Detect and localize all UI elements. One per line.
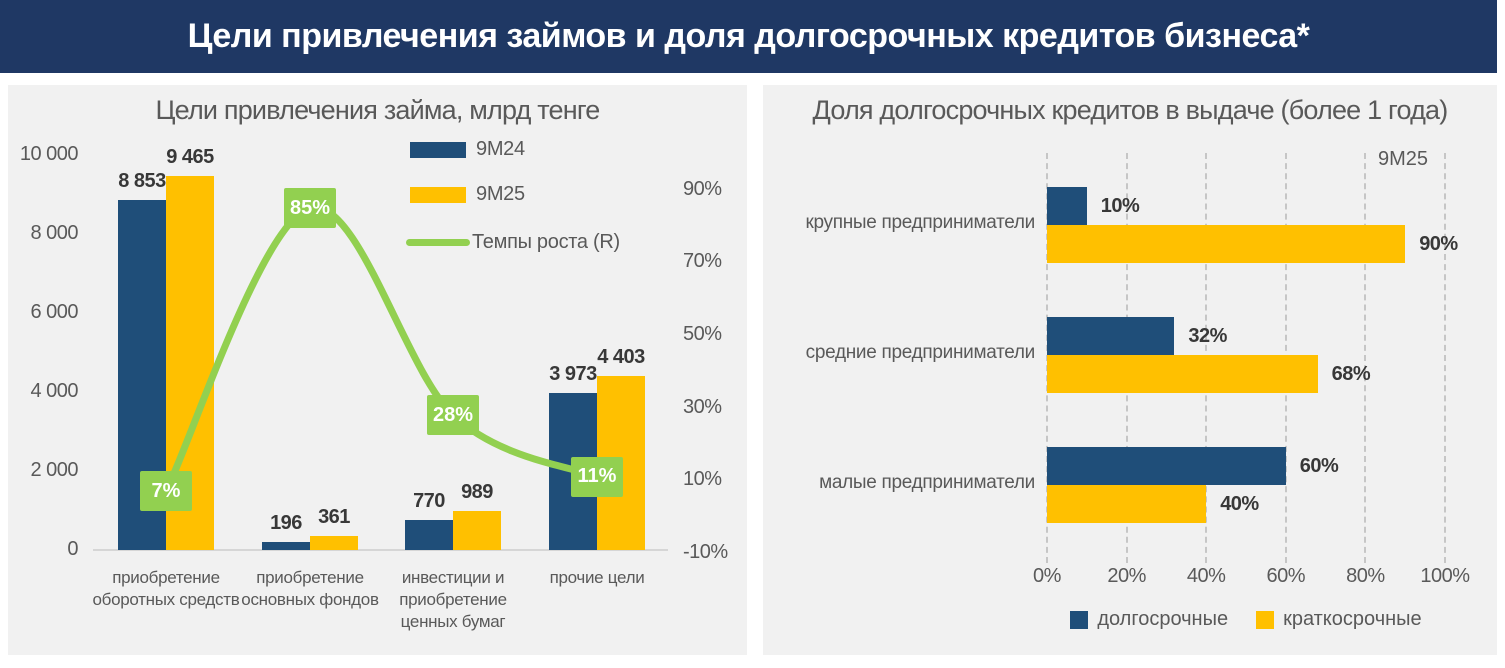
legend-label-long-term: долгосрочные <box>1097 608 1229 630</box>
y-left-tick: 10 000 <box>19 143 79 165</box>
growth-rate-line <box>162 204 601 495</box>
right-chart-title: Доля долгосрочных кредитов в выдаче (бол… <box>812 95 1449 125</box>
percent-label-long-term-0: 10% <box>1100 195 1140 217</box>
y-left-tick: 8 000 <box>30 222 78 244</box>
legend-label-short-term: краткосрочные <box>1283 608 1422 630</box>
legend-item-growth-rate: Темпы роста (R) <box>406 231 620 254</box>
category-label-0: приобретение оборотных средств <box>92 568 240 610</box>
legend-swatch-9m25 <box>410 186 466 203</box>
x-tick-0%: 0% <box>1033 565 1061 587</box>
legend-item-9m25: 9M25 <box>410 183 525 206</box>
y-right-tick: 70% <box>683 250 722 272</box>
bar-long-term-2 <box>1047 447 1286 485</box>
value-label-9m25-3: 4 403 <box>597 346 645 369</box>
header-bar: Цели привлечения займов и доля долгосроч… <box>0 0 1497 73</box>
category-label-1: приобретение основных фондов <box>241 568 379 610</box>
category-label-3: прочие цели <box>549 568 645 587</box>
y-left-tick: 6 000 <box>30 301 78 323</box>
value-label-9m24-2: 770 <box>413 489 445 512</box>
legend-swatch-short-term <box>1256 610 1275 629</box>
page-title: Цели привлечения займов и доля долгосроч… <box>187 17 1310 55</box>
bar-9m24-1 <box>262 542 310 550</box>
legend-item-long-term: долгосрочные <box>1070 608 1228 631</box>
y-left-tick: 2 000 <box>30 459 78 481</box>
y-left-tick: 0 <box>67 538 78 560</box>
bar-short-term-0 <box>1047 225 1406 263</box>
bar-9m25-2 <box>453 510 501 550</box>
bar-short-term-1 <box>1047 355 1318 393</box>
value-label-9m24-1: 196 <box>270 512 302 535</box>
x-axis-baseline <box>93 549 668 551</box>
growth-rate-label-0: 7% <box>140 471 192 512</box>
bar-long-term-0 <box>1047 187 1087 225</box>
legend-item-short-term: краткосрочные <box>1256 608 1422 631</box>
growth-rate-label-3: 11% <box>571 456 623 497</box>
category-label-2: малые предприниматели <box>819 472 1035 493</box>
period-label: 9M25 <box>1377 148 1429 170</box>
category-label-1: средние предприниматели <box>805 342 1036 363</box>
y-right-tick: 90% <box>683 178 722 200</box>
value-label-9m25-2: 989 <box>461 480 493 503</box>
right-chart-legend: долгосрочные краткосрочные <box>1047 608 1445 631</box>
gridline-100% <box>1444 153 1446 563</box>
loan-purposes-chart-panel: Цели привлечения займа, млрд тенге 9M24 … <box>8 85 747 655</box>
bar-short-term-2 <box>1047 485 1207 523</box>
long-term-share-chart-panel: Доля долгосрочных кредитов в выдаче (бол… <box>763 85 1497 655</box>
legend-swatch-9m24 <box>410 141 466 158</box>
bar-long-term-1 <box>1047 317 1175 355</box>
legend-item-9m24: 9M24 <box>410 138 525 161</box>
x-tick-100%: 100% <box>1420 565 1470 587</box>
x-tick-80%: 80% <box>1346 565 1385 587</box>
gridline-80% <box>1364 153 1367 563</box>
percent-label-long-term-1: 32% <box>1188 325 1227 347</box>
percent-label-short-term-1: 68% <box>1331 363 1371 385</box>
category-label-2: инвестиции и приобретение ценных бумаг <box>399 568 507 632</box>
x-tick-40%: 40% <box>1186 565 1226 587</box>
legend-label-9m24: 9M24 <box>476 138 525 160</box>
y-right-tick: 10% <box>683 468 722 490</box>
x-tick-20%: 20% <box>1107 565 1146 587</box>
left-chart-title: Цели привлечения займа, млрд тенге <box>155 95 600 125</box>
growth-rate-label-2: 28% <box>427 395 479 436</box>
y-right-tick: 30% <box>683 396 722 418</box>
legend-swatch-long-term <box>1070 610 1089 629</box>
y-left-tick: 4 000 <box>30 380 78 402</box>
y-right-tick: 50% <box>683 323 722 345</box>
legend-label-growth-rate: Темпы роста (R) <box>472 231 620 253</box>
percent-label-long-term-2: 60% <box>1299 455 1339 477</box>
bar-9m24-2 <box>405 519 453 550</box>
category-label-0: крупные предприниматели <box>805 212 1035 233</box>
legend-swatch-growth-line <box>406 239 470 246</box>
percent-label-short-term-0: 90% <box>1419 233 1458 255</box>
y-right-tick: -10% <box>683 541 728 563</box>
bar-9m25-1 <box>310 535 358 550</box>
percent-label-short-term-2: 40% <box>1220 493 1259 515</box>
value-label-9m24-3: 3 973 <box>549 363 597 386</box>
value-label-9m25-0: 9 465 <box>166 146 214 169</box>
value-label-9m24-0: 8 853 <box>118 170 166 193</box>
x-tick-60%: 60% <box>1266 565 1306 587</box>
value-label-9m25-1: 361 <box>318 505 350 528</box>
growth-rate-label-1: 85% <box>284 188 336 229</box>
legend-label-9m25: 9M25 <box>476 183 525 205</box>
